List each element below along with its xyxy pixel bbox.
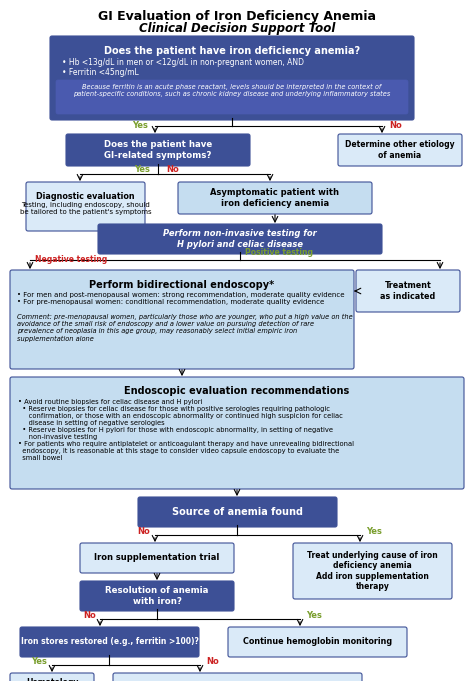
- FancyBboxPatch shape: [66, 134, 250, 166]
- Text: Testing, including endoscopy, should
be tailored to the patient's symptoms: Testing, including endoscopy, should be …: [20, 202, 151, 215]
- Text: Clinical Decision Support Tool: Clinical Decision Support Tool: [139, 22, 335, 35]
- Text: No: No: [166, 165, 179, 174]
- Text: Determine other etiology
of anemia: Determine other etiology of anemia: [345, 140, 455, 160]
- Text: Perform non-invasive testing for
H pylori and celiac disease: Perform non-invasive testing for H pylor…: [163, 229, 317, 249]
- Text: Resolution of anemia
with iron?: Resolution of anemia with iron?: [105, 586, 209, 605]
- Text: Yes: Yes: [31, 656, 47, 665]
- FancyBboxPatch shape: [80, 543, 234, 573]
- FancyBboxPatch shape: [80, 581, 234, 611]
- Text: Because ferritin is an acute phase reactant, levels should be interpreted in the: Because ferritin is an acute phase react…: [73, 84, 391, 97]
- FancyBboxPatch shape: [50, 36, 414, 120]
- Text: No: No: [83, 610, 96, 620]
- Text: No: No: [137, 526, 150, 535]
- Text: Treatment
as indicated: Treatment as indicated: [380, 281, 436, 301]
- Text: Positive testing: Positive testing: [245, 248, 313, 257]
- Text: Negative testing: Negative testing: [35, 255, 107, 264]
- Text: Iron supplementation trial: Iron supplementation trial: [94, 554, 219, 563]
- Text: No: No: [389, 121, 402, 131]
- Text: Treat underlying cause of iron
deficiency anemia
Add iron supplementation
therap: Treat underlying cause of iron deficienc…: [307, 551, 438, 591]
- FancyBboxPatch shape: [10, 377, 464, 489]
- FancyBboxPatch shape: [138, 497, 337, 527]
- FancyBboxPatch shape: [56, 80, 408, 114]
- Text: Yes: Yes: [132, 121, 148, 131]
- Text: Yes: Yes: [366, 526, 382, 535]
- Text: Comment: pre-menopausal women, particularly those who are younger, who put a hig: Comment: pre-menopausal women, particula…: [17, 314, 353, 341]
- FancyBboxPatch shape: [10, 673, 94, 681]
- FancyBboxPatch shape: [178, 182, 372, 214]
- Text: Yes: Yes: [306, 610, 322, 620]
- Text: • Hb <13g/dL in men or <12g/dL in non-pregnant women, AND
• Ferritin <45ng/mL: • Hb <13g/dL in men or <12g/dL in non-pr…: [62, 58, 304, 78]
- FancyBboxPatch shape: [356, 270, 460, 312]
- Text: • For men and post-menopausal women: strong recommendation, moderate quality evi: • For men and post-menopausal women: str…: [17, 292, 345, 305]
- Text: GI Evaluation of Iron Deficiency Anemia: GI Evaluation of Iron Deficiency Anemia: [98, 10, 376, 23]
- Text: Continue hemoglobin monitoring: Continue hemoglobin monitoring: [243, 637, 392, 646]
- Text: • Avoid routine biopsies for celiac disease and H pylori
  • Reserve biopsies fo: • Avoid routine biopsies for celiac dise…: [18, 399, 354, 461]
- Text: Source of anemia found: Source of anemia found: [172, 507, 303, 517]
- Text: No: No: [206, 656, 219, 665]
- FancyBboxPatch shape: [20, 627, 199, 657]
- Text: Asymptomatic patient with
iron deficiency anemia: Asymptomatic patient with iron deficienc…: [210, 189, 339, 208]
- Text: Perform bidirectional endoscopy*: Perform bidirectional endoscopy*: [90, 280, 274, 290]
- Text: Hematology
referral: Hematology referral: [26, 678, 78, 681]
- Text: Does the patient have iron deficiency anemia?: Does the patient have iron deficiency an…: [104, 46, 360, 56]
- Text: Does the patient have
GI-related symptoms?: Does the patient have GI-related symptom…: [104, 140, 212, 160]
- FancyBboxPatch shape: [26, 182, 145, 231]
- FancyBboxPatch shape: [98, 224, 382, 254]
- Text: Endoscopic evaluation recommendations: Endoscopic evaluation recommendations: [124, 386, 350, 396]
- FancyBboxPatch shape: [10, 270, 354, 369]
- FancyBboxPatch shape: [338, 134, 462, 166]
- Text: Yes: Yes: [134, 165, 150, 174]
- FancyBboxPatch shape: [293, 543, 452, 599]
- FancyBboxPatch shape: [228, 627, 407, 657]
- FancyBboxPatch shape: [113, 673, 362, 681]
- Text: Diagnostic evaluation: Diagnostic evaluation: [36, 192, 135, 201]
- Text: Iron stores restored (e.g., ferritin >100)?: Iron stores restored (e.g., ferritin >10…: [20, 637, 199, 646]
